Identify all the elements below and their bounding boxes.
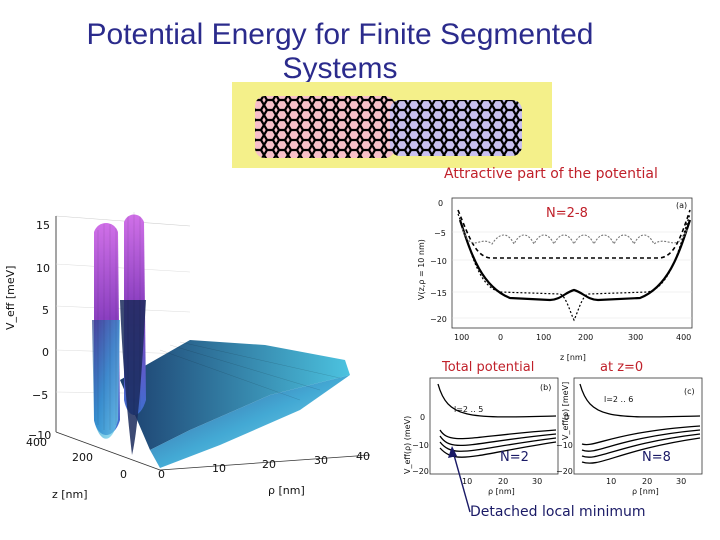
panel-c-tag: (c) — [684, 387, 695, 396]
panel-a-xtick: 300 — [628, 333, 643, 342]
y-tick: 400 — [26, 436, 47, 449]
z-tick: 0 — [42, 346, 49, 359]
z-tick: 5 — [42, 304, 49, 317]
panel-a-xlabel: z [nm] — [560, 353, 586, 362]
x-axis-label: ρ [nm] — [268, 484, 305, 497]
panel-b: l=2 .. 5 (b) 0 −10 −20 V_eff(ρ) (meV) 10… — [403, 377, 559, 496]
y-tick: 0 — [120, 468, 127, 481]
attractive-label: Attractive part of the potential — [444, 166, 658, 182]
panel-c-xlabel: ρ [nm] — [632, 487, 659, 496]
panel-b-ytick: 0 — [420, 413, 425, 422]
panel-c-ytick: 0 — [564, 413, 569, 422]
panel-a-tag: (a) — [676, 201, 687, 210]
x-tick: 20 — [262, 458, 276, 471]
z-tick: 15 — [36, 219, 50, 232]
panel-b-xtick: 20 — [498, 477, 508, 486]
panel-b-tag: (b) — [540, 383, 551, 392]
n2-label: N=2 — [500, 450, 529, 465]
panel-c-series: l=2 .. 6 — [604, 395, 633, 404]
panel-a-xtick: 100 — [536, 333, 551, 342]
panel-b-ylabel: V_eff(ρ) (meV) — [403, 416, 412, 474]
surface-plot-axes: 15 10 5 0 −5 −10 V_eff [meV] 400 200 0 z… — [4, 219, 370, 501]
slide-title: Potential Energy for Finite Segmented Sy… — [40, 18, 640, 86]
y-axis-label: z [nm] — [52, 488, 88, 501]
x-tick: 40 — [356, 450, 370, 463]
panel-c-ytick: −10 — [556, 441, 573, 450]
pointer-arrow — [448, 446, 471, 513]
panel-c-ytick: −20 — [556, 467, 573, 476]
panel-a-ytick: −5 — [434, 229, 446, 238]
panel-c-xtick: 30 — [676, 477, 686, 486]
panel-a-ylabel: V(z,ρ = 10 nm) — [417, 239, 426, 300]
panel-a-xtick: 0 — [498, 333, 503, 342]
panel-b-ytick: −10 — [412, 441, 429, 450]
panel-b-ytick: −20 — [412, 467, 429, 476]
x-tick: 0 — [158, 468, 165, 481]
panel-c-ylabel: V_eff(ρ) [meV] — [561, 382, 570, 440]
panel-a-xtick: 200 — [578, 333, 593, 342]
panel-b-series: l=2 .. 5 — [454, 405, 483, 414]
panel-c: l=2 .. 6 (c) 0 −10 −20 V_eff(ρ) [meV] 10… — [556, 377, 703, 496]
panel-a-xtick: 400 — [676, 333, 691, 342]
z-axis-label: V_eff [meV] — [4, 266, 17, 330]
panel-b-xtick: 30 — [532, 477, 542, 486]
x-tick: 30 — [314, 454, 328, 467]
surface-plot-3d — [55, 212, 371, 471]
n-range-label: N=2-8 — [546, 206, 588, 221]
panel-a: 0 −5 −10 −15 −20 V(z,ρ = 10 nm) 100 0 10… — [417, 197, 693, 362]
x-tick: 10 — [212, 462, 226, 475]
panel-a-ytick: −10 — [430, 257, 447, 266]
at-z0-label: at z=0 — [598, 360, 646, 375]
panel-b-xlabel: ρ [nm] — [488, 487, 515, 496]
y-tick: 200 — [72, 451, 93, 464]
panel-b-xtick: 10 — [462, 477, 472, 486]
total-potential-label: Total potential — [440, 360, 537, 375]
title-line-1: Potential Energy for Finite Segmented — [86, 18, 594, 51]
detached-minimum-label: Detached local minimum — [470, 504, 646, 520]
z-tick: −5 — [32, 389, 48, 402]
n8-label: N=8 — [642, 450, 671, 465]
z-tick: 10 — [36, 262, 50, 275]
z-tick: −10 — [28, 429, 51, 442]
panel-c-xtick: 10 — [606, 477, 616, 486]
nanotube-image — [232, 82, 552, 168]
title-line-2: Systems — [282, 52, 398, 85]
panel-a-ytick: 0 — [438, 199, 443, 208]
panel-a-ytick: −20 — [430, 315, 447, 324]
panel-a-ytick: −15 — [430, 289, 447, 298]
panel-a-xtick: 100 — [454, 333, 469, 342]
panel-c-xtick: 20 — [642, 477, 652, 486]
